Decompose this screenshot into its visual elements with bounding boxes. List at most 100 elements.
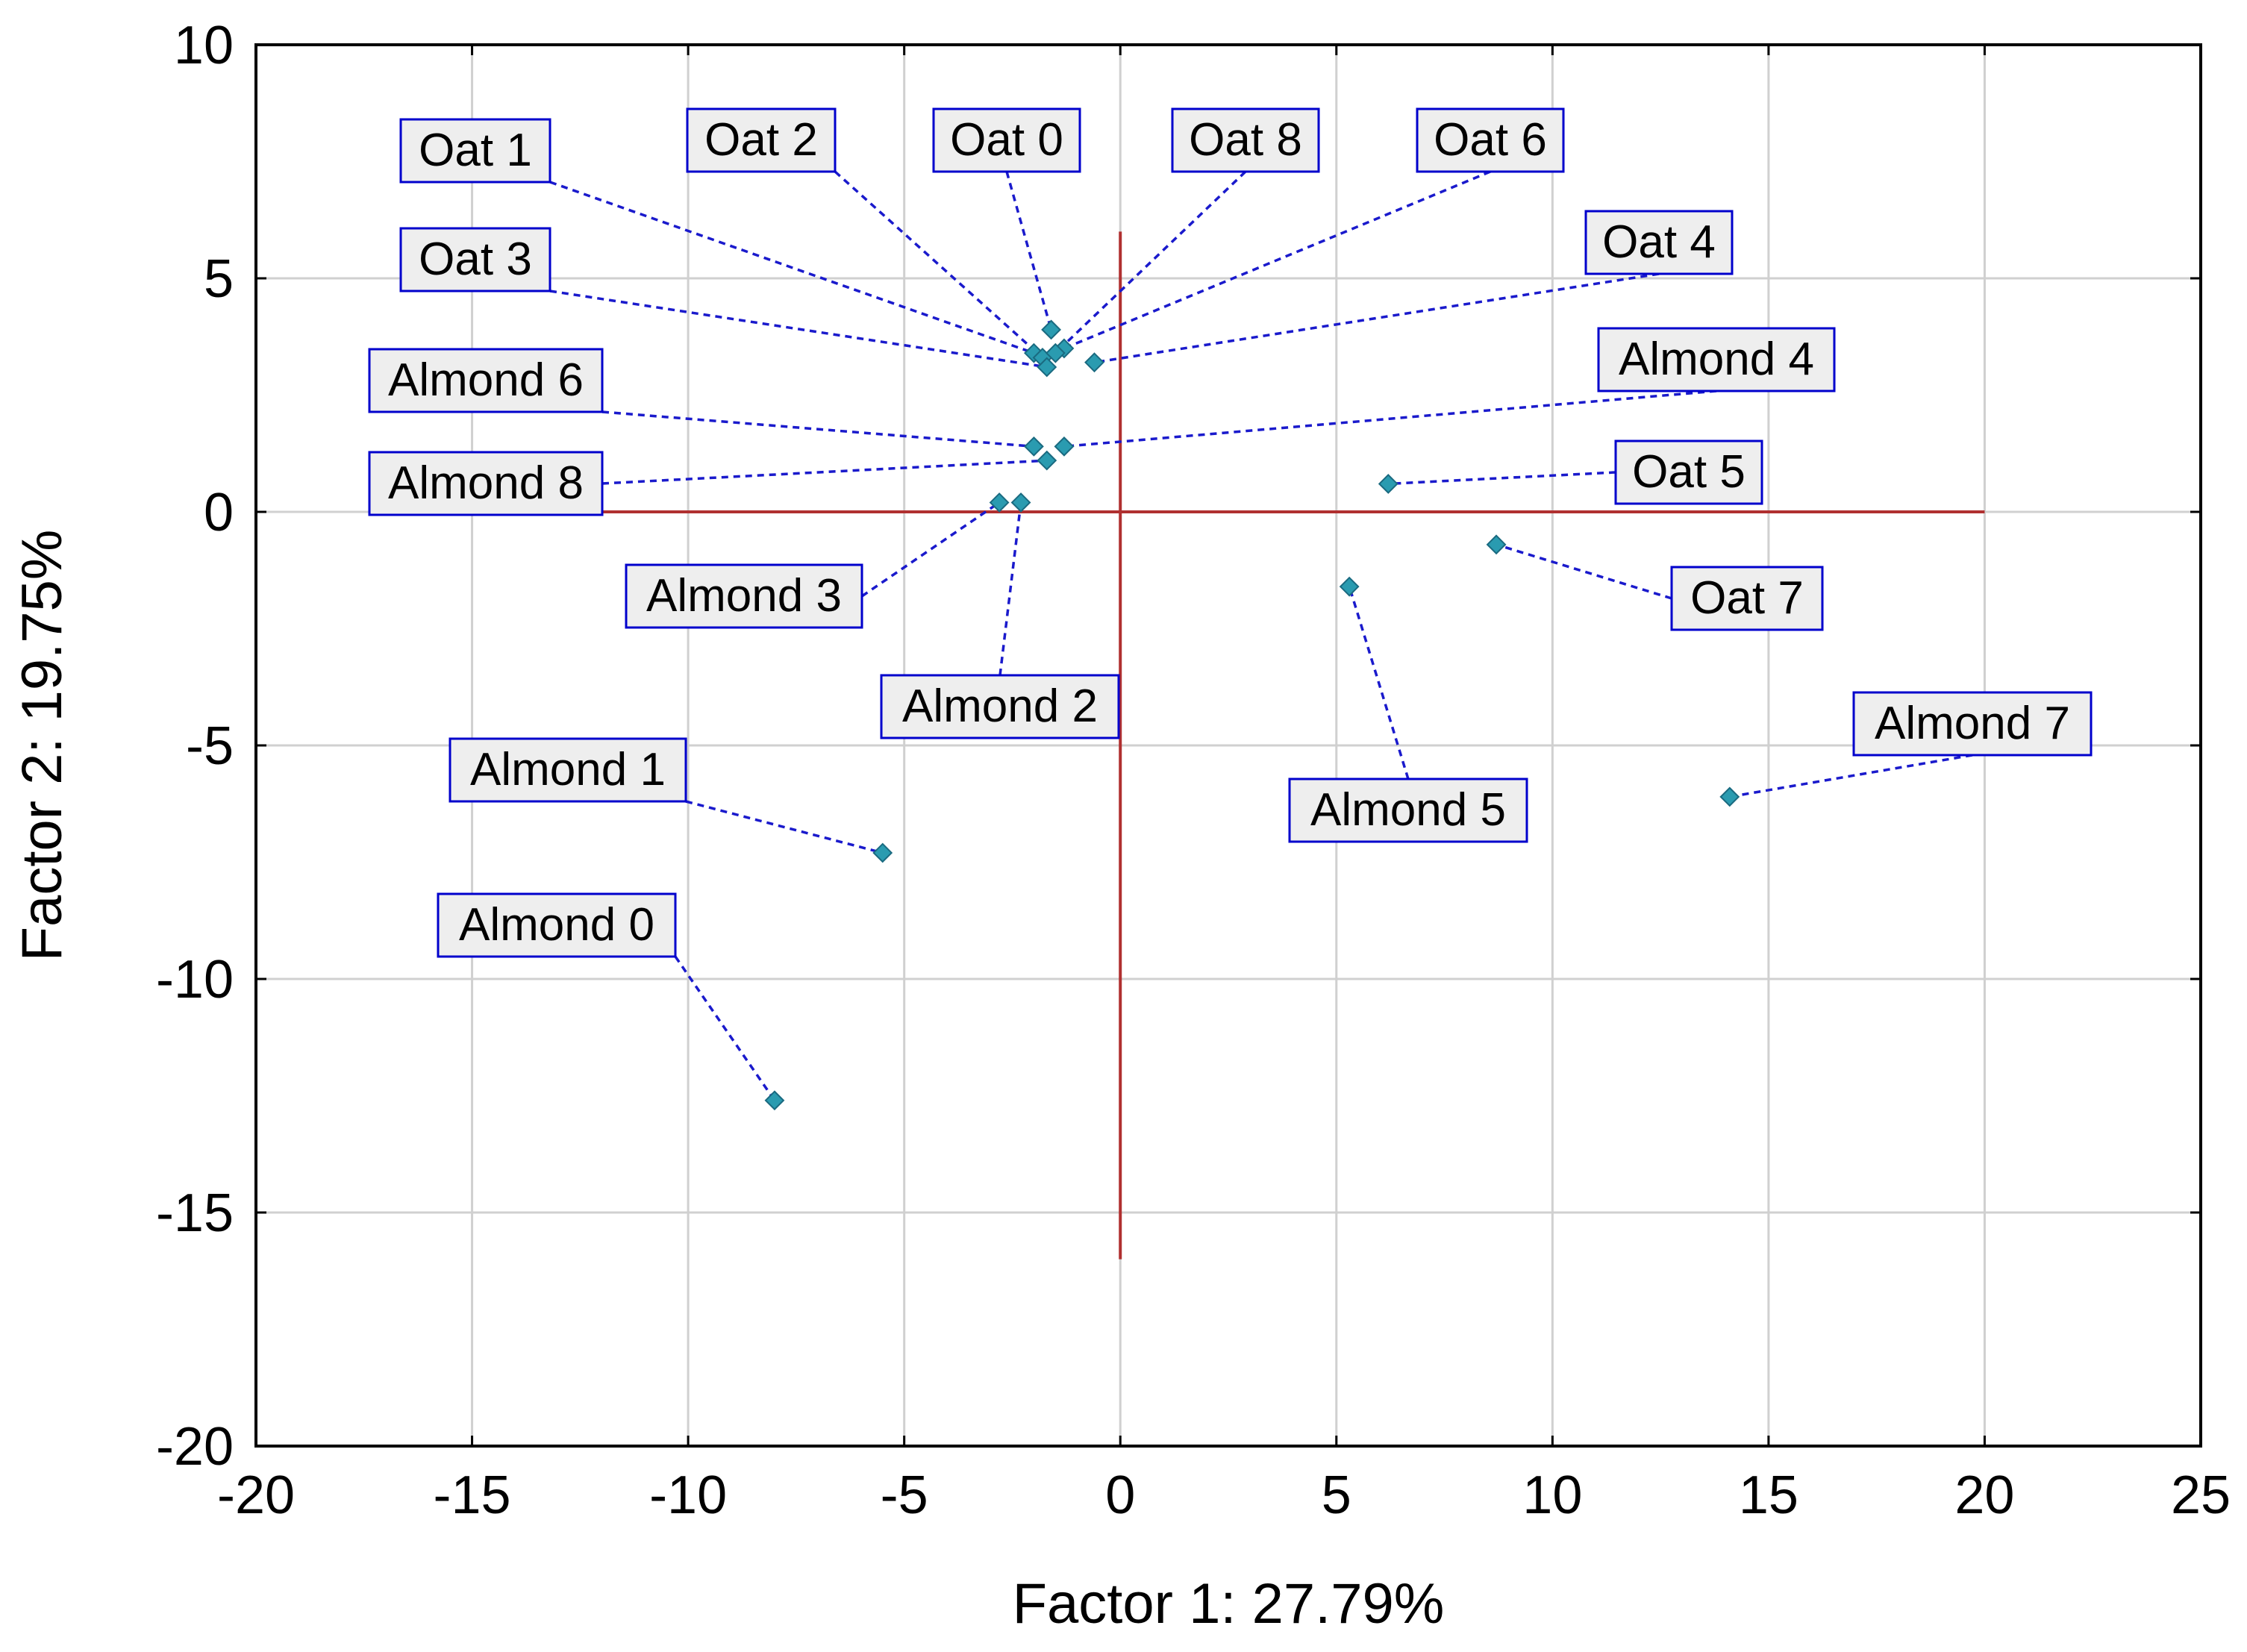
data-point (1054, 436, 1075, 457)
data-point (1378, 474, 1398, 494)
point-label-almond-2: Almond 2 (880, 674, 1120, 739)
y-axis-title: Factor 2: 19.75% (10, 530, 74, 962)
label-text: Oat 3 (419, 234, 532, 285)
y-tick-label: -5 (186, 716, 234, 776)
label-box (1288, 777, 1528, 843)
x-tick-label: 5 (1322, 1465, 1351, 1525)
label-text: Oat 1 (419, 125, 532, 176)
x-axis-title: Factor 1: 27.79% (1013, 1572, 1445, 1636)
label-box (625, 563, 863, 629)
label-box (399, 227, 551, 292)
label-box (1584, 210, 1734, 275)
data-points (764, 319, 1740, 1111)
label-box (1597, 327, 1836, 392)
label-text: Oat 0 (950, 114, 1063, 166)
data-point (872, 842, 893, 863)
label-text: Oat 4 (1602, 216, 1716, 268)
label-text: Oat 6 (1434, 114, 1547, 166)
leader-line (861, 501, 1001, 598)
point-label-almond-8: Almond 8 (368, 451, 604, 516)
label-box (1852, 691, 2093, 757)
leader-line (549, 290, 1048, 369)
label-box (437, 892, 677, 958)
leader-lines (549, 170, 1973, 1101)
point-label-almond-6: Almond 6 (368, 348, 604, 413)
label-text: Almond 4 (1619, 334, 1814, 385)
data-point (1486, 534, 1507, 555)
x-tick-label: 15 (1739, 1465, 1798, 1525)
point-label-almond-1: Almond 1 (449, 737, 687, 803)
label-text: Almond 3 (646, 570, 842, 622)
label-box (399, 118, 551, 184)
point-label-oat-7: Oat 7 (1670, 566, 1824, 631)
data-point (1010, 492, 1031, 513)
label-text: Oat 8 (1189, 114, 1302, 166)
x-tick-label: -20 (217, 1465, 295, 1525)
point-labels: Oat 0 Oat 1 Oat 2 Oat 3 Oat 4 Oat 5 Oat 6 Oat 7… (368, 107, 2093, 958)
label-text: Almond 8 (388, 457, 584, 509)
label-text: Almond 6 (388, 354, 584, 406)
leader-line (601, 410, 1034, 448)
leader-line (1496, 543, 1672, 600)
data-point (1339, 576, 1360, 597)
point-label-almond-0: Almond 0 (437, 892, 677, 958)
label-text: Almond 0 (459, 899, 654, 951)
leader-line (1348, 586, 1410, 780)
leader-line (1063, 389, 1717, 448)
data-point (1041, 319, 1061, 340)
leader-line (549, 181, 1034, 354)
leader-line (834, 170, 1044, 359)
point-label-oat-6: Oat 6 (1416, 107, 1565, 173)
point-label-oat-0: Oat 0 (932, 107, 1081, 173)
leader-line (1388, 471, 1616, 486)
y-tick-label: 0 (204, 483, 234, 542)
label-box (449, 737, 687, 803)
data-point (764, 1090, 785, 1111)
label-text: Almond 5 (1310, 784, 1506, 836)
point-label-almond-4: Almond 4 (1597, 327, 1836, 392)
label-text: Oat 7 (1690, 572, 1804, 624)
data-point (1084, 352, 1104, 373)
data-point (1037, 450, 1057, 471)
point-label-almond-3: Almond 3 (625, 563, 863, 629)
point-label-oat-2: Oat 2 (686, 107, 837, 173)
data-point (1037, 357, 1057, 378)
x-tick-label: 0 (1105, 1465, 1135, 1525)
axis-ticks: -20 -15 -10 -5 0 5 10 15 20 25 10 5 0 -5 -10 -15 -20 (156, 16, 2231, 1525)
label-box (368, 348, 604, 413)
x-tick-label: 10 (1522, 1465, 1582, 1525)
x-tick-label: -5 (881, 1465, 928, 1525)
leader-line (999, 502, 1022, 676)
point-label-oat-3: Oat 3 (399, 227, 551, 292)
label-text: Almond 7 (1875, 698, 2070, 749)
point-label-almond-7: Almond 7 (1852, 691, 2093, 757)
data-point (1045, 342, 1066, 363)
leader-line (1729, 754, 1973, 798)
y-tick-label: 10 (174, 16, 234, 75)
point-label-almond-5: Almond 5 (1288, 777, 1528, 843)
leader-line (685, 800, 884, 854)
point-label-oat-8: Oat 8 (1171, 107, 1320, 173)
label-box (1614, 439, 1763, 505)
label-box (1416, 107, 1565, 173)
x-tick-label: -10 (649, 1465, 727, 1525)
data-point (989, 492, 1010, 513)
y-tick-label: 5 (204, 249, 234, 309)
label-box (932, 107, 1081, 173)
y-tick-label: -10 (156, 950, 234, 1010)
x-tick-label: -15 (434, 1465, 511, 1525)
y-tick-label: -15 (156, 1183, 234, 1243)
label-box (1171, 107, 1320, 173)
point-label-oat-4: Oat 4 (1584, 210, 1734, 275)
data-point (1719, 786, 1740, 807)
leader-line (601, 459, 1047, 485)
reference-lines (601, 231, 1985, 1260)
label-box (686, 107, 837, 173)
leader-line (1054, 170, 1247, 354)
x-tick-label: 25 (2171, 1465, 2231, 1525)
leader-line (1005, 171, 1053, 331)
label-text: Oat 2 (704, 114, 818, 166)
label-box (1670, 566, 1824, 631)
x-tick-label: 20 (1954, 1465, 2014, 1525)
